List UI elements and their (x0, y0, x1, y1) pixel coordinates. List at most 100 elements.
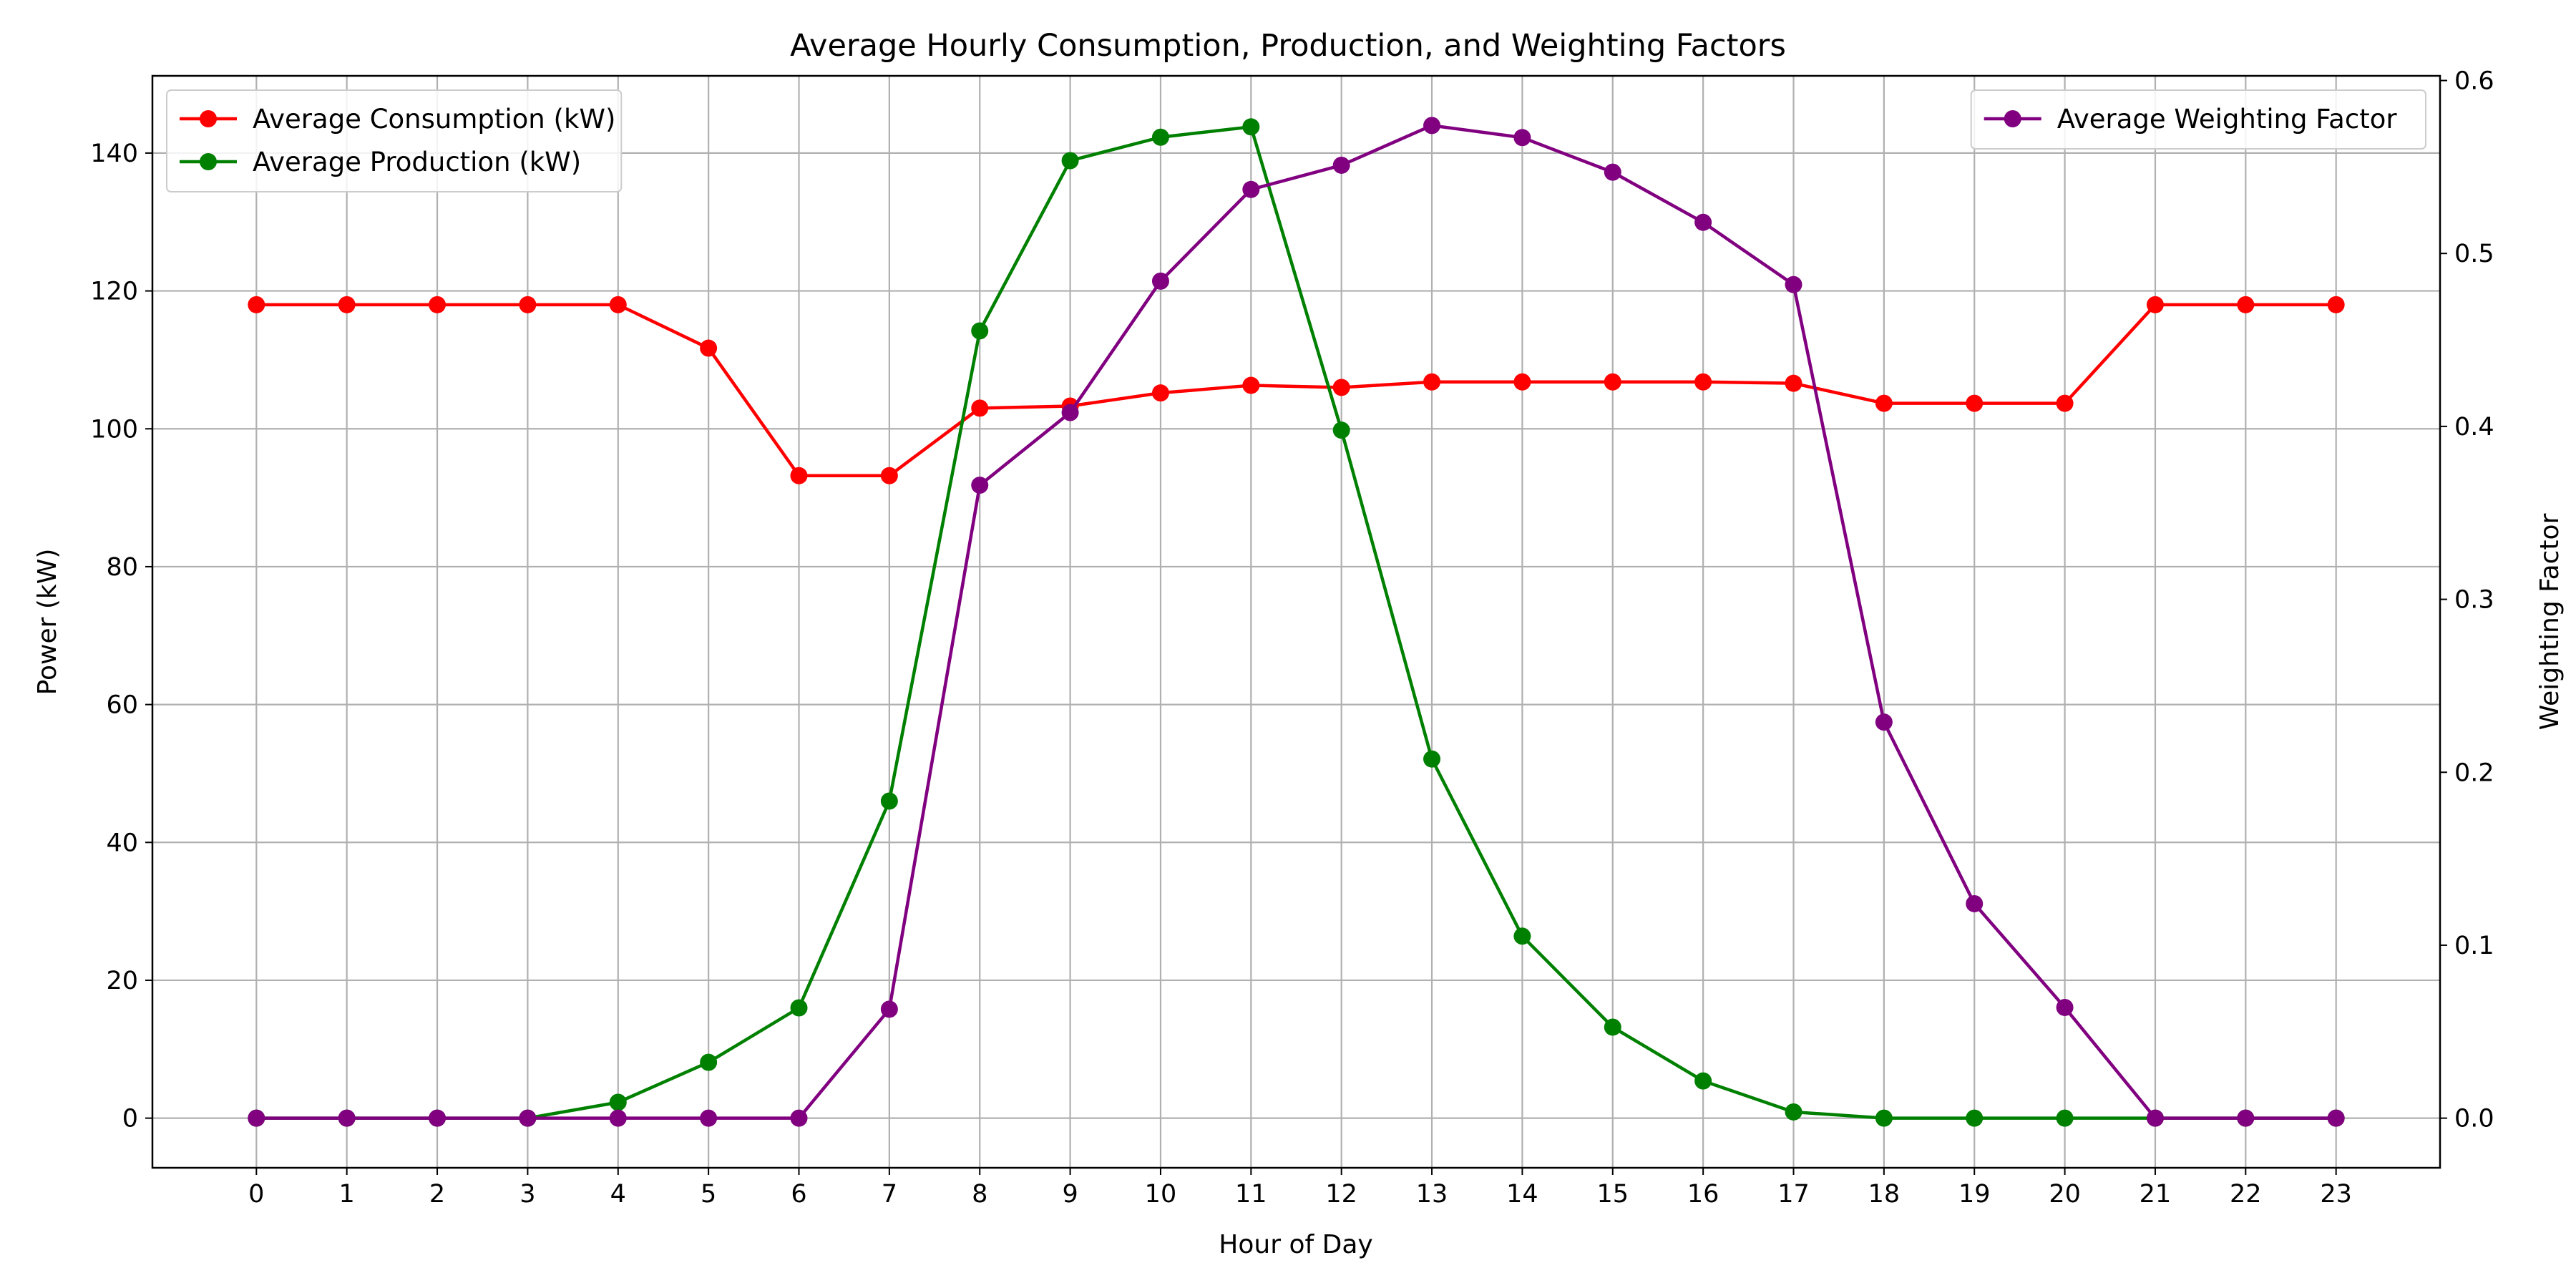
data-point (971, 477, 989, 494)
x-tick-label: 3 (519, 1180, 535, 1209)
y-axis-label-left: Power (kW) (33, 549, 62, 696)
legend-left: Average Consumption (kW) Average Producti… (166, 89, 623, 192)
data-point (1875, 394, 1893, 412)
series-line (256, 124, 2336, 1120)
series-line (256, 303, 2336, 478)
x-tick-label: 2 (429, 1180, 445, 1209)
data-point (609, 1093, 627, 1111)
data-point (790, 999, 808, 1017)
data-point (2146, 296, 2164, 313)
x-tick-label: 19 (1958, 1180, 1991, 1209)
axes: 0 1 2 3 4 5 6 7 8 9 10 11 12 13 14 15 16 17 18 19 20 21 22 2302… (90, 67, 2494, 1209)
data-point (880, 1000, 898, 1018)
x-tick-label: 4 (610, 1180, 626, 1209)
y-tick-label-right: 0.2 (2454, 758, 2494, 787)
y-axis-label-right: Weighting Factor (2535, 513, 2565, 730)
data-point (609, 1109, 627, 1127)
data-point (2327, 1109, 2345, 1127)
x-tick-label: 0 (248, 1180, 264, 1209)
data-point (1785, 1103, 1802, 1121)
data-point (338, 1109, 356, 1127)
data-point (1966, 1109, 1984, 1127)
data-point (880, 467, 898, 484)
x-tick-label: 14 (1506, 1180, 1538, 1209)
x-tick-label: 21 (2140, 1180, 2172, 1209)
y-tick-label-left: 120 (90, 278, 138, 306)
data-point (1242, 180, 1260, 198)
data-point (1423, 373, 1441, 391)
y-tick-label-left: 80 (106, 553, 138, 582)
x-tick-label: 8 (972, 1180, 987, 1209)
data-point (2056, 394, 2074, 412)
data-point (790, 1109, 808, 1127)
y-tick-label-left: 0 (122, 1105, 138, 1133)
data-point (1785, 374, 1802, 392)
y-tick-label-right: 0.3 (2454, 586, 2494, 615)
data-point (609, 296, 627, 313)
data-point (248, 296, 265, 313)
data-point (2237, 296, 2255, 313)
data-point (700, 1053, 718, 1071)
data-point (1061, 152, 1079, 170)
data-point (2237, 1109, 2255, 1127)
x-tick-label: 7 (882, 1180, 897, 1209)
plot-frame (151, 74, 2441, 1169)
data-point (1966, 394, 1984, 412)
data-point (429, 296, 447, 313)
x-tick-label: 20 (2049, 1180, 2081, 1209)
y-tick-label-left: 20 (106, 967, 138, 995)
y-tick-label-right: 0.0 (2454, 1105, 2494, 1133)
data-point (1061, 404, 1079, 421)
data-point (248, 1109, 265, 1127)
series-lines (248, 117, 2345, 1127)
x-tick-label: 10 (1145, 1180, 1177, 1209)
data-point (1604, 1018, 1621, 1036)
y-tick-label-right: 0.1 (2454, 932, 2494, 960)
x-tick-label: 13 (1416, 1180, 1448, 1209)
x-tick-label: 17 (1777, 1180, 1810, 1209)
data-point (1785, 275, 1802, 293)
data-point (1694, 1072, 1712, 1090)
x-tick-label: 16 (1687, 1180, 1719, 1209)
y-tick-label-right: 0.6 (2454, 67, 2494, 96)
data-point (1513, 927, 1531, 945)
data-point (790, 467, 808, 484)
data-point (1694, 213, 1712, 231)
x-tick-label: 22 (2230, 1180, 2262, 1209)
data-point (1604, 163, 1621, 181)
data-point (1332, 379, 1350, 396)
data-point (971, 322, 989, 340)
data-point (1151, 128, 1169, 146)
y-tick-label-right: 0.5 (2454, 240, 2494, 268)
y-tick-label-right: 0.4 (2454, 413, 2494, 441)
legend-swatch-marker (2004, 110, 2021, 127)
y-tick-label-left: 100 (90, 415, 138, 444)
data-point (1604, 373, 1621, 391)
legend-label: Average Weighting Factor (2057, 104, 2398, 135)
data-point (971, 399, 989, 417)
x-axis-label: Hour of Day (1219, 1230, 1372, 1259)
data-point (2056, 998, 2074, 1016)
data-point (519, 296, 537, 313)
data-point (1966, 894, 1984, 912)
data-point (1151, 272, 1169, 290)
data-point (1513, 129, 1531, 147)
series-line (256, 125, 2336, 1120)
data-point (1332, 156, 1350, 174)
legend-swatch-marker (200, 153, 217, 170)
data-point (2056, 1109, 2074, 1127)
data-point (700, 339, 718, 357)
data-point (1423, 117, 1441, 135)
data-point (338, 296, 356, 313)
legend-label: Average Production (kW) (253, 147, 581, 177)
legend-swatch-marker (200, 110, 217, 127)
legend-right: Average Weighting Factor (1970, 89, 2426, 150)
data-point (1423, 750, 1441, 768)
data-point (1694, 373, 1712, 391)
data-point (519, 1109, 537, 1127)
x-tick-label: 9 (1062, 1180, 1078, 1209)
data-point (1242, 118, 1260, 136)
data-point (1151, 384, 1169, 402)
data-point (1513, 373, 1531, 391)
x-tick-label: 12 (1325, 1180, 1357, 1209)
